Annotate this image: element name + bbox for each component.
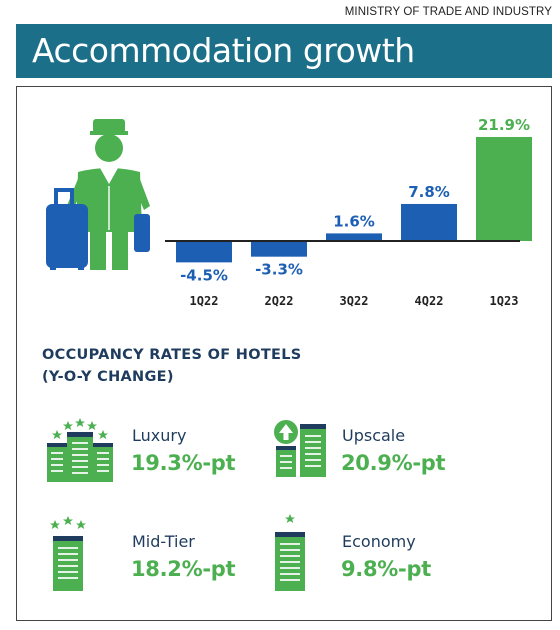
occupancy-title-line1: OCCUPANCY RATES OF HOTELS — [42, 347, 302, 363]
upscale-label: Upscale — [342, 426, 406, 445]
value-labels-group: -4.5% -3.3% 1.6% 7.8% 21.9% — [180, 116, 530, 284]
source-label: MINISTRY OF TRADE AND INDUSTRY — [344, 6, 552, 18]
bellhop-icon — [46, 119, 150, 270]
value-label-2Q22: -3.3% — [255, 261, 303, 279]
category-label-2Q22: 2Q22 — [265, 294, 294, 308]
bar-2Q22 — [251, 241, 307, 257]
value-label-3Q22: 1.6% — [333, 212, 375, 230]
category-label-1Q23: 1Q23 — [490, 294, 519, 308]
title-banner: Accommodation growth — [16, 24, 552, 78]
economy-hotel-icon — [275, 514, 305, 591]
bar-3Q22 — [326, 233, 382, 241]
bar-4Q22 — [401, 203, 457, 241]
category-labels-group: 1Q22 2Q22 3Q22 4Q22 1Q23 — [190, 294, 519, 308]
upscale-value: 20.9%-pt — [341, 451, 446, 475]
category-label-4Q22: 4Q22 — [415, 294, 444, 308]
luxury-value: 19.3%-pt — [131, 451, 236, 475]
bars-group — [176, 136, 532, 263]
value-label-1Q22: -4.5% — [180, 266, 228, 284]
occupancy-section-title: OCCUPANCY RATES OF HOTELS (Y-O-Y CHANGE) — [42, 344, 302, 388]
category-label-3Q22: 3Q22 — [340, 294, 369, 308]
bar-1Q22 — [176, 241, 232, 263]
economy-value: 9.8%-pt — [341, 557, 431, 581]
midtier-value: 18.2%-pt — [131, 557, 236, 581]
occupancy-title-line2: (Y-O-Y CHANGE) — [42, 369, 174, 385]
luxury-hotel-icon — [47, 418, 113, 482]
upscale-hotel-icon — [274, 420, 326, 477]
economy-label: Economy — [342, 532, 416, 551]
luxury-label: Luxury — [132, 426, 187, 445]
value-label-4Q22: 7.8% — [408, 183, 450, 201]
category-label-1Q22: 1Q22 — [190, 294, 219, 308]
midtier-hotel-icon — [50, 516, 86, 591]
midtier-label: Mid-Tier — [132, 532, 195, 551]
value-label-1Q23: 21.9% — [478, 116, 530, 134]
bar-1Q23 — [476, 136, 532, 241]
page-title: Accommodation growth — [32, 31, 415, 70]
